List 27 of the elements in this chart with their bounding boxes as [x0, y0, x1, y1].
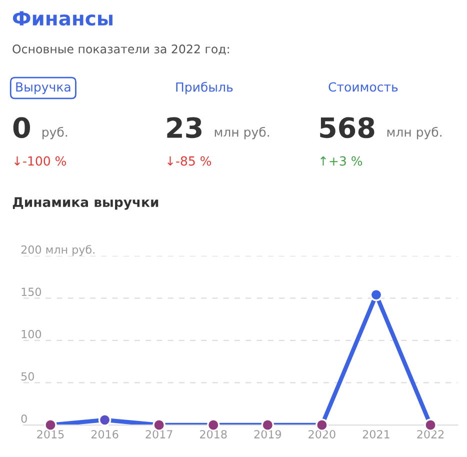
- text: 568: [320, 117, 374, 138]
- x-tick-label: 2020: [308, 430, 336, 438]
- y-tick-label: 150: [22, 288, 42, 296]
- text: Выручка: [16, 82, 70, 94]
- y-tick-label: 0: [21, 414, 27, 423]
- text: ↑+3 %: [320, 156, 362, 166]
- x-tick-label: 2019: [254, 430, 282, 438]
- x-tick-label: 2022: [417, 430, 444, 438]
- x-tick-label: 2018: [200, 430, 227, 438]
- y-tick-label: 200 млн руб.: [21, 244, 94, 256]
- x-tick-label: 2017: [146, 430, 172, 438]
- x-tick-label: 2016: [91, 430, 118, 438]
- y-tick-label: 100: [22, 330, 42, 338]
- text: ↓-100 %: [14, 156, 66, 166]
- text: млн руб.: [214, 126, 269, 140]
- text: Стоимость: [328, 82, 398, 92]
- x-tick-label: 2015: [37, 430, 64, 438]
- text: ↓-85 %: [168, 156, 212, 166]
- text: Основные показатели за 2022 год:: [12, 44, 229, 55]
- text: руб.: [42, 126, 68, 140]
- chart-title: Динамика выручки: [12, 197, 158, 210]
- text: 23: [167, 117, 202, 138]
- text: Прибыль: [176, 82, 233, 94]
- x-tick-label: 2021: [362, 430, 390, 438]
- text: млн руб.: [387, 126, 442, 140]
- text: Финансы: [12, 11, 112, 26]
- y-tick-label: 50: [21, 372, 34, 381]
